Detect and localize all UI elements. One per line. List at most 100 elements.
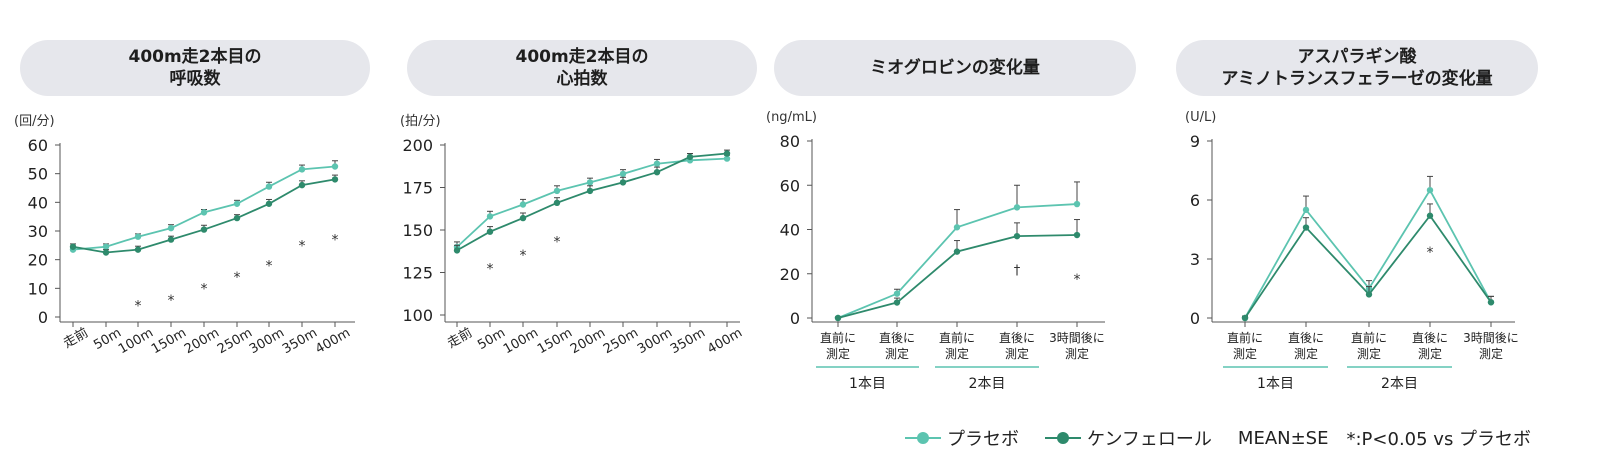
chart-1-placebo-point-8 xyxy=(331,163,339,170)
chart-1-kenf-line xyxy=(72,178,336,254)
chart-1-significance-mark-2: * xyxy=(201,281,208,297)
chart-4-x-tick-label-1-line-2: 測定 xyxy=(1294,346,1318,361)
chart-1-x-tick-label-5: 250m xyxy=(215,325,255,357)
chart-2-placebo-point-4 xyxy=(586,179,594,186)
chart-3-x-tick-label-2-line-2: 測定 xyxy=(945,346,969,361)
chart-1-placebo-point-7 xyxy=(298,166,306,173)
chart-1-placebo-point-1 xyxy=(102,243,110,250)
chart-3-y-tick-label-0: 0 xyxy=(790,309,800,328)
chart-1-y-tick-label-6: 60 xyxy=(28,136,48,155)
chart-4-kenf-point-3 xyxy=(1426,212,1434,219)
chart-3-x-tick-label-2-line-1: 直前に xyxy=(939,330,975,345)
chart-1-significance-mark-0: * xyxy=(135,299,142,315)
chart-3-y-tick-label-2: 40 xyxy=(780,221,800,240)
chart-2-title: 400m走2本目の 心拍数 xyxy=(407,40,757,96)
chart-1-title: 400m走2本目の 呼吸数 xyxy=(20,40,370,96)
legend-placebo-label: プラセボ xyxy=(947,429,1019,450)
chart-4-placebo-point-3 xyxy=(1426,186,1434,194)
chart-2-kenf-point-6 xyxy=(653,169,661,176)
chart-1-y-tick-label-1: 10 xyxy=(28,279,48,298)
chart-1-kenf-point-3 xyxy=(167,236,175,243)
kenf-marker-icon xyxy=(1045,431,1081,445)
chart-1-placebo-point-3 xyxy=(167,224,175,232)
chart-1-y-tick-label-0: 0 xyxy=(38,308,48,327)
chart-4-placebo-point-1 xyxy=(1302,206,1310,214)
chart-1-kenf-point-1 xyxy=(102,249,110,256)
chart-4-group-label-0: 1本目 xyxy=(1257,376,1294,392)
chart-2-x-tick-label-2: 100m xyxy=(501,325,541,357)
chart-4-kenf-line xyxy=(1244,214,1492,319)
chart-2-kenf-point-5 xyxy=(619,179,627,186)
chart-2-kenf-point-4 xyxy=(586,187,594,195)
chart-2-placebo-line xyxy=(456,157,728,248)
chart-2-kenf-point-8 xyxy=(723,150,731,157)
chart-2-placebo-point-1 xyxy=(486,213,494,220)
chart-2-x-tick-label-0: 走前 xyxy=(444,325,475,352)
chart-4-y-tick-label-2: 6 xyxy=(1190,191,1200,210)
chart-1-y-tick-label-3: 30 xyxy=(28,222,48,241)
chart-4-x-tick-label-3-line-1: 直後に xyxy=(1412,331,1448,345)
chart-2-kenf-point-3 xyxy=(553,199,561,206)
chart-3-kenf-point-2 xyxy=(953,248,961,255)
chart-4-kenf-point-2 xyxy=(1365,291,1373,298)
chart-1-significance-mark-4: * xyxy=(266,259,273,275)
chart-1-x-tick-label-4: 200m xyxy=(182,325,222,357)
chart-2-x-tick-label-8: 400m xyxy=(705,325,745,357)
chart-2-title-line-2: 心拍数 xyxy=(556,69,608,89)
chart-3-kenf-point-0 xyxy=(834,314,842,322)
chart-1-significance-mark-6: * xyxy=(332,233,339,249)
chart-1-unit-label: (回/分) xyxy=(14,114,55,129)
legend: プラセボ ケンフェロール MEAN±SE *:P<0.05 vs プラセボ xyxy=(905,424,1549,452)
chart-1-y-tick-label-5: 50 xyxy=(28,165,48,184)
chart-3-significance-mark-0: † xyxy=(1014,263,1021,278)
chart-4-x-tick-label-3-line-2: 測定 xyxy=(1418,346,1442,361)
chart-4-group-label-1: 2本目 xyxy=(1381,376,1418,392)
chart-3-unit-label: (ng/mL) xyxy=(766,110,817,125)
chart-1-y-tick-label-2: 20 xyxy=(28,251,48,270)
chart-4-y-tick-label-3: 9 xyxy=(1190,132,1200,151)
chart-2-title-line-1: 400m走2本目の xyxy=(515,47,649,67)
chart-2-significance-mark-1: * xyxy=(520,248,527,264)
chart-1-x-tick-label-6: 300m xyxy=(247,325,287,357)
chart-2-placebo-point-3 xyxy=(553,187,561,195)
chart-1-placebo-line xyxy=(72,165,336,251)
chart-1-significance-mark-1: * xyxy=(168,293,175,309)
chart-1-x-tick-label-3: 150m xyxy=(149,325,189,357)
chart-3-kenf-point-3 xyxy=(1013,232,1021,240)
chart-4-kenf-point-4 xyxy=(1487,299,1495,306)
chart-3-title: ミオグロビンの変化量 xyxy=(774,40,1136,96)
chart-1-kenf-point-7 xyxy=(298,181,306,189)
chart-2-unit-label: (拍/分) xyxy=(400,114,441,129)
chart-4-kenf-point-0 xyxy=(1241,314,1249,322)
chart-2-significance-mark-0: * xyxy=(487,262,494,278)
legend-item-placebo: プラセボ xyxy=(905,425,1019,451)
chart-3-x-tick-label-0-line-2: 測定 xyxy=(826,346,850,361)
chart-1-x-tick-label-7: 350m xyxy=(280,325,320,357)
chart-4-title-line-2: アミノトランスフェラーゼの変化量 xyxy=(1221,69,1493,89)
chart-2-x-tick-label-7: 350m xyxy=(668,325,708,357)
placebo-marker-icon xyxy=(905,431,941,445)
chart-4-title-line-1: アスパラギン酸 xyxy=(1297,47,1417,67)
chart-3-placebo-point-4 xyxy=(1073,200,1081,208)
chart-3-y-tick-label-1: 20 xyxy=(780,265,800,284)
chart-2-placebo-point-5 xyxy=(619,170,627,178)
chart-2-y-tick-label-2: 150 xyxy=(402,221,433,240)
chart-4-title: アスパラギン酸 アミノトランスフェラーゼの変化量 xyxy=(1176,40,1538,96)
chart-3-kenf-point-1 xyxy=(893,299,901,306)
chart-2-kenf-point-1 xyxy=(486,228,494,235)
chart-2-y-tick-label-4: 200 xyxy=(402,136,433,155)
chart-1-kenf-point-6 xyxy=(265,200,273,207)
placebo-marker-dot xyxy=(917,432,929,444)
chart-3-y-tick-label-4: 80 xyxy=(780,132,800,151)
chart-2-significance-mark-2: * xyxy=(554,235,561,251)
chart-1-y-tick-label-4: 40 xyxy=(28,193,48,212)
legend-item-kenf: ケンフェロール xyxy=(1045,425,1212,451)
chart-1-placebo-point-2 xyxy=(134,233,142,240)
chart-1-title-line-2: 呼吸数 xyxy=(169,69,221,89)
chart-4-x-tick-label-1-line-1: 直後に xyxy=(1288,331,1324,345)
chart-4-x-tick-label-2-line-2: 測定 xyxy=(1357,346,1381,361)
chart-3-placebo-point-1 xyxy=(893,290,901,297)
chart-4-x-tick-label-4-line-1: 3時間後に xyxy=(1463,331,1519,345)
chart-1-kenf-point-2 xyxy=(134,246,142,253)
